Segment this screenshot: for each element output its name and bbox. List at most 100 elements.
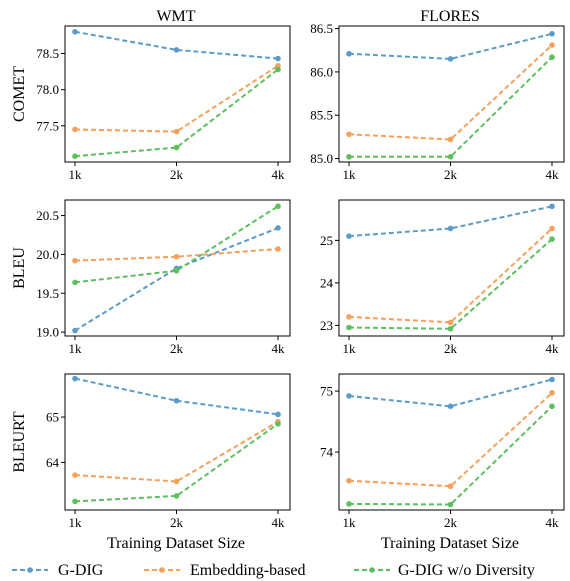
y-tick-label: 86.0 — [310, 64, 333, 79]
data-point-g-dig — [346, 233, 352, 239]
data-point-embedding-based — [72, 257, 78, 264]
x-tick-label: 1k — [343, 341, 357, 356]
series-line-g-dig-w-o-diversity — [348, 238, 553, 330]
y-tick-label: 64 — [46, 455, 60, 470]
legend-marker-g-dig — [27, 567, 33, 573]
data-point-embedding-based — [549, 42, 555, 48]
data-point-g-dig — [173, 397, 180, 404]
series-line-g-dig-w-o-diversity — [349, 56, 553, 158]
x-tick-label: 2k — [170, 341, 184, 356]
y-tick-label: 85.0 — [310, 151, 333, 166]
series-line-embedding-based — [74, 64, 279, 133]
series-embedding-based — [72, 418, 281, 485]
x-axis-label-right: Training Dataset Size — [381, 535, 519, 552]
y-tick-label: 25 — [320, 233, 333, 248]
data-point-g-dig-w-o-diversity — [447, 154, 454, 160]
data-point-g-dig-w-o-diversity — [275, 66, 281, 73]
series-line-g-dig — [348, 378, 553, 408]
data-point-embedding-based — [549, 390, 555, 396]
legend-entry-g-dig: G-DIG — [12, 562, 104, 579]
series-line-g-dig — [348, 205, 553, 238]
data-point-g-dig-w-o-diversity — [173, 493, 180, 499]
y-tick-label: 74 — [320, 445, 334, 460]
panel-bleurt-flores: 1k 2k 4k 74 75 — [320, 373, 565, 530]
series-line-g-dig — [348, 32, 553, 60]
column-title-wmt: WMT — [156, 8, 195, 25]
y-tick-label: 77.5 — [36, 118, 59, 133]
data-point-g-dig-w-o-diversity — [346, 501, 352, 507]
data-point-embedding-based — [173, 478, 180, 485]
legend-label-wo-diversity: G-DIG w/o Diversity — [398, 562, 535, 579]
data-point-g-dig-w-o-diversity — [447, 325, 454, 332]
data-point-g-dig-w-o-diversity — [447, 501, 454, 508]
y-tick-label: 86.5 — [310, 21, 333, 36]
y-tick-label: 23 — [320, 318, 333, 333]
x-tick-label: 4k — [546, 167, 560, 182]
legend-marker-embedding — [159, 567, 165, 573]
data-point-embedding-based — [346, 131, 352, 138]
data-point-g-dig — [275, 225, 281, 231]
data-point-g-dig — [447, 56, 454, 62]
plot-frame — [64, 199, 291, 337]
x-tick-label: 1k — [69, 515, 83, 530]
data-point-g-dig — [72, 28, 78, 35]
y-tick-label: 24 — [320, 275, 334, 290]
data-point-g-dig — [173, 47, 180, 53]
series-g-dig-w-o-diversity — [72, 421, 281, 505]
data-point-embedding-based — [346, 477, 352, 484]
data-point-g-dig — [549, 376, 555, 383]
series-line-g-dig-w-o-diversity — [74, 205, 279, 284]
data-point-embedding-based — [173, 253, 180, 260]
data-point-g-dig — [549, 203, 555, 210]
data-point-g-dig-w-o-diversity — [72, 498, 78, 505]
x-tick-label: 4k — [272, 167, 286, 182]
y-tick-label: 78.0 — [36, 82, 59, 97]
series-g-dig-w-o-diversity — [72, 203, 281, 286]
x-tick-label: 1k — [343, 515, 357, 530]
series-line-embedding-based — [74, 420, 279, 483]
panel-comet-wmt: 1k 2k 4k 77.5 78.0 78.5 COMET — [11, 25, 291, 182]
data-point-embedding-based — [346, 314, 352, 320]
x-tick-label: 4k — [546, 341, 560, 356]
data-point-g-dig — [447, 403, 454, 410]
data-point-embedding-based — [72, 472, 78, 478]
data-point-embedding-based — [447, 319, 454, 326]
series-embedding-based — [72, 246, 281, 264]
data-point-g-dig — [447, 225, 454, 232]
series-g-dig-w-o-diversity — [72, 66, 281, 160]
legend-label-embedding: Embedding-based — [190, 562, 306, 579]
series-line-g-dig — [74, 30, 279, 60]
y-tick-label: 75 — [320, 384, 333, 399]
x-tick-label: 1k — [343, 167, 357, 182]
series-line-g-dig — [74, 227, 279, 332]
series-line-embedding-based — [348, 44, 553, 141]
y-tick-label: 78.5 — [36, 46, 59, 61]
y-tick-label: 65 — [46, 410, 59, 425]
data-point-g-dig-w-o-diversity — [275, 421, 281, 427]
series-g-dig — [346, 30, 555, 62]
x-tick-label: 2k — [444, 341, 458, 356]
data-point-g-dig — [275, 411, 281, 418]
series-line-embedding-based — [74, 247, 279, 262]
y-tick-label: 20.5 — [36, 208, 59, 223]
series-g-dig-w-o-diversity — [346, 236, 555, 332]
series-g-dig — [72, 375, 281, 418]
series-line-g-dig-w-o-diversity — [74, 423, 279, 503]
data-point-g-dig-w-o-diversity — [173, 144, 180, 151]
series-g-dig-w-o-diversity — [346, 54, 555, 160]
series-g-dig — [346, 376, 555, 410]
plot-frame — [338, 373, 565, 511]
legend-entry-embedding: Embedding-based — [144, 562, 306, 579]
data-point-embedding-based — [275, 246, 281, 252]
y-axis-label-bleu: BLEU — [11, 247, 28, 289]
series-embedding-based — [346, 390, 555, 490]
series-g-dig — [346, 203, 555, 239]
data-point-g-dig-w-o-diversity — [346, 324, 352, 331]
series-line-embedding-based — [348, 227, 553, 324]
plot-frame — [338, 199, 565, 337]
series-g-dig — [72, 28, 281, 62]
data-point-g-dig-w-o-diversity — [275, 203, 281, 210]
data-point-g-dig-w-o-diversity — [72, 279, 78, 286]
data-point-g-dig — [275, 55, 281, 62]
series-line-g-dig-w-o-diversity — [74, 68, 279, 158]
